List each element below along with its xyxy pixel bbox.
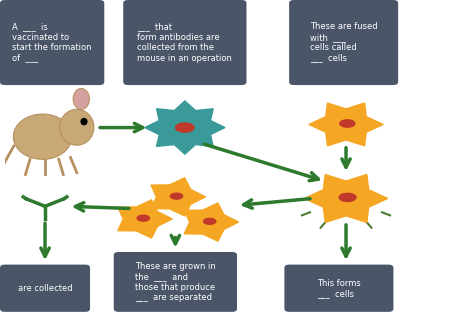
Ellipse shape xyxy=(137,215,149,221)
Ellipse shape xyxy=(340,120,355,127)
FancyBboxPatch shape xyxy=(114,252,237,312)
Text: This forms
___  cells: This forms ___ cells xyxy=(317,278,361,298)
Polygon shape xyxy=(151,178,205,216)
Text: These are fused
with  ___
cells called
___  cells: These are fused with ___ cells called __… xyxy=(310,22,377,63)
FancyBboxPatch shape xyxy=(284,265,393,312)
Polygon shape xyxy=(309,103,383,146)
Ellipse shape xyxy=(175,123,194,132)
Polygon shape xyxy=(184,203,238,241)
FancyBboxPatch shape xyxy=(289,0,398,85)
Text: are collected: are collected xyxy=(18,284,73,293)
Ellipse shape xyxy=(203,218,216,224)
Polygon shape xyxy=(118,200,172,238)
Text: A  ___  is
vaccinated to
start the formation
of  ___: A ___ is vaccinated to start the formati… xyxy=(12,22,92,63)
FancyBboxPatch shape xyxy=(123,0,246,85)
Text: ___  that
form antibodies are
collected from the
mouse in an operation: ___ that form antibodies are collected f… xyxy=(137,22,232,63)
FancyBboxPatch shape xyxy=(0,265,90,312)
Polygon shape xyxy=(145,101,225,154)
Ellipse shape xyxy=(339,193,356,202)
FancyBboxPatch shape xyxy=(0,0,104,85)
Polygon shape xyxy=(304,175,388,222)
Ellipse shape xyxy=(170,193,182,199)
Text: These are grown in
the  ___  and
those that produce
___  are separated: These are grown in the ___ and those tha… xyxy=(135,262,216,302)
